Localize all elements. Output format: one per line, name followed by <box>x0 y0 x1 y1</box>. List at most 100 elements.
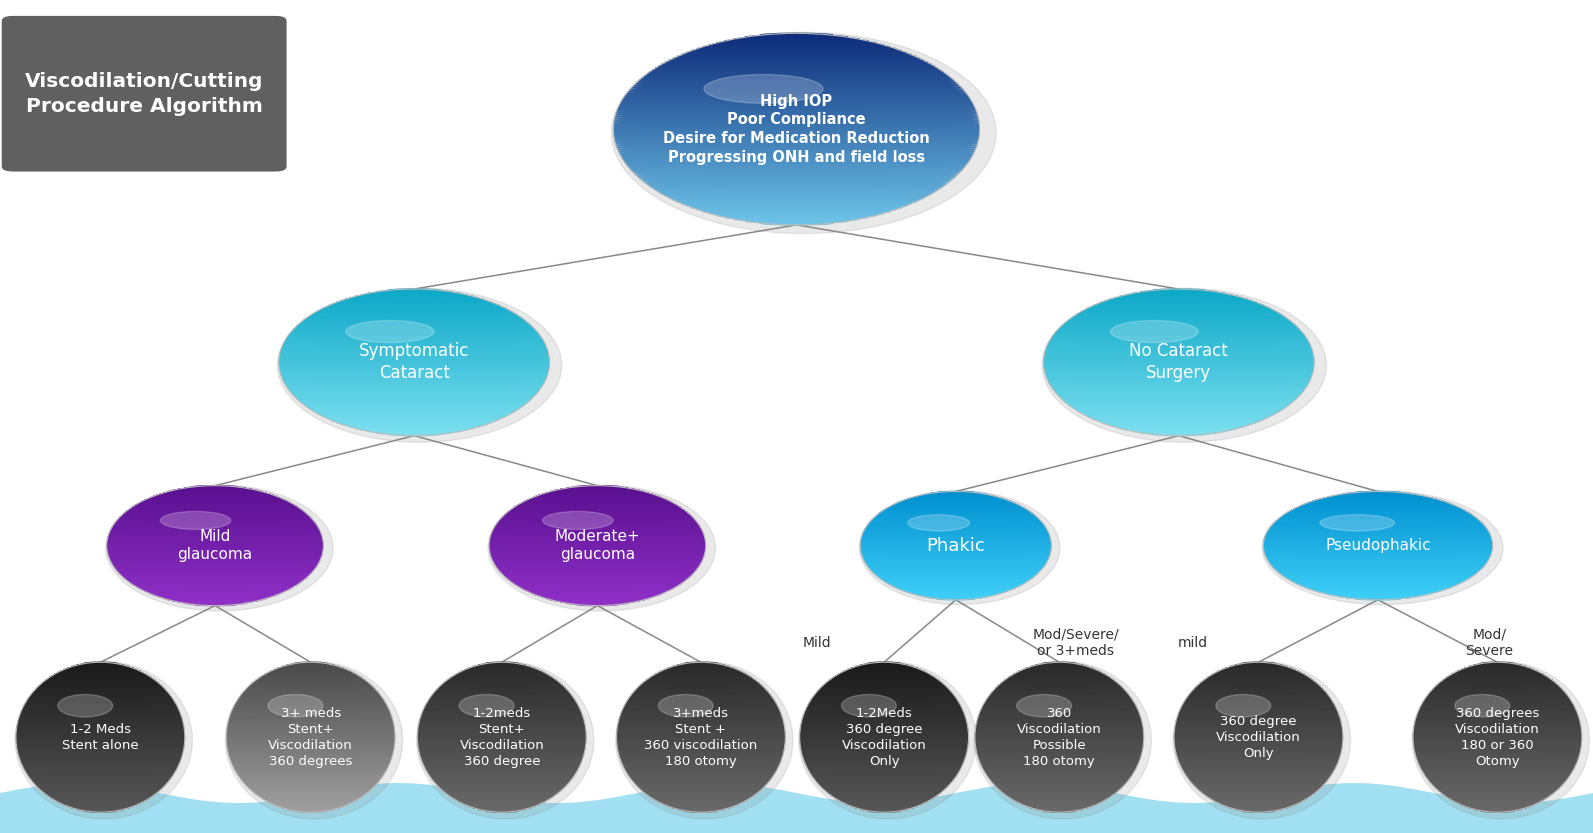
Ellipse shape <box>1415 723 1580 726</box>
Ellipse shape <box>1265 534 1491 536</box>
Ellipse shape <box>658 64 935 68</box>
Ellipse shape <box>280 373 548 377</box>
Ellipse shape <box>1201 791 1316 794</box>
Ellipse shape <box>975 733 1144 736</box>
Ellipse shape <box>494 563 701 566</box>
Ellipse shape <box>624 159 969 163</box>
Ellipse shape <box>1077 312 1281 316</box>
Ellipse shape <box>290 332 538 335</box>
Ellipse shape <box>975 735 1144 738</box>
Ellipse shape <box>108 536 322 538</box>
Ellipse shape <box>800 744 969 747</box>
Ellipse shape <box>1056 392 1301 394</box>
Ellipse shape <box>244 782 378 785</box>
Ellipse shape <box>301 402 527 405</box>
Ellipse shape <box>72 806 129 809</box>
Ellipse shape <box>626 770 776 773</box>
Ellipse shape <box>293 394 535 397</box>
Ellipse shape <box>489 539 706 541</box>
Ellipse shape <box>682 202 911 206</box>
Ellipse shape <box>1289 510 1467 512</box>
Ellipse shape <box>1413 738 1582 741</box>
Ellipse shape <box>618 720 784 723</box>
Ellipse shape <box>492 529 703 531</box>
Ellipse shape <box>293 662 328 666</box>
Ellipse shape <box>495 525 699 526</box>
Ellipse shape <box>658 671 744 675</box>
Ellipse shape <box>1085 308 1273 312</box>
Ellipse shape <box>16 741 185 744</box>
Ellipse shape <box>871 569 1040 571</box>
Ellipse shape <box>862 534 1050 536</box>
Ellipse shape <box>1303 503 1453 506</box>
Ellipse shape <box>1437 683 1558 686</box>
Ellipse shape <box>292 392 537 394</box>
Ellipse shape <box>1048 379 1309 382</box>
Ellipse shape <box>1042 662 1077 666</box>
Ellipse shape <box>234 766 387 770</box>
Ellipse shape <box>631 169 962 172</box>
Ellipse shape <box>1454 695 1510 717</box>
Ellipse shape <box>1179 761 1338 764</box>
Ellipse shape <box>511 507 683 510</box>
Ellipse shape <box>1188 694 1329 697</box>
Ellipse shape <box>16 746 185 749</box>
Ellipse shape <box>1268 529 1488 531</box>
Ellipse shape <box>185 602 245 605</box>
Ellipse shape <box>836 675 932 677</box>
Ellipse shape <box>505 576 690 578</box>
Ellipse shape <box>156 494 274 496</box>
Ellipse shape <box>981 708 1137 711</box>
Ellipse shape <box>863 532 1048 534</box>
Ellipse shape <box>1064 400 1294 403</box>
Ellipse shape <box>1265 555 1491 557</box>
Ellipse shape <box>287 664 335 666</box>
Ellipse shape <box>293 809 328 812</box>
Ellipse shape <box>229 716 392 720</box>
Ellipse shape <box>233 706 389 709</box>
Ellipse shape <box>527 499 667 501</box>
Ellipse shape <box>1056 329 1301 332</box>
Ellipse shape <box>494 526 701 528</box>
Ellipse shape <box>307 406 521 409</box>
Ellipse shape <box>25 770 175 773</box>
Ellipse shape <box>977 753 1142 756</box>
Ellipse shape <box>1088 415 1270 418</box>
Ellipse shape <box>228 720 393 723</box>
Ellipse shape <box>618 753 784 756</box>
Ellipse shape <box>618 107 975 111</box>
Ellipse shape <box>274 668 347 671</box>
Ellipse shape <box>1045 350 1313 352</box>
Ellipse shape <box>231 712 390 716</box>
Ellipse shape <box>991 779 1128 782</box>
Ellipse shape <box>1184 770 1333 773</box>
Ellipse shape <box>1313 589 1443 591</box>
Ellipse shape <box>1429 692 1566 696</box>
Ellipse shape <box>1091 306 1266 308</box>
Ellipse shape <box>1058 327 1300 331</box>
Ellipse shape <box>868 567 1043 569</box>
Ellipse shape <box>21 759 180 762</box>
Ellipse shape <box>841 695 897 717</box>
Ellipse shape <box>616 746 785 749</box>
Ellipse shape <box>624 93 969 97</box>
Ellipse shape <box>918 594 994 596</box>
Ellipse shape <box>1271 526 1485 527</box>
Ellipse shape <box>417 744 586 747</box>
Ellipse shape <box>233 708 389 711</box>
Ellipse shape <box>57 671 143 675</box>
Ellipse shape <box>1419 706 1575 709</box>
Ellipse shape <box>231 711 390 714</box>
Ellipse shape <box>1294 581 1462 583</box>
Ellipse shape <box>612 32 996 233</box>
Ellipse shape <box>1082 412 1276 415</box>
Ellipse shape <box>669 196 924 200</box>
Ellipse shape <box>613 124 980 128</box>
Ellipse shape <box>886 508 1026 510</box>
Ellipse shape <box>1278 519 1478 521</box>
Ellipse shape <box>107 544 323 546</box>
Ellipse shape <box>344 298 484 301</box>
Ellipse shape <box>1419 708 1575 711</box>
Ellipse shape <box>285 339 543 342</box>
Ellipse shape <box>1219 801 1298 805</box>
